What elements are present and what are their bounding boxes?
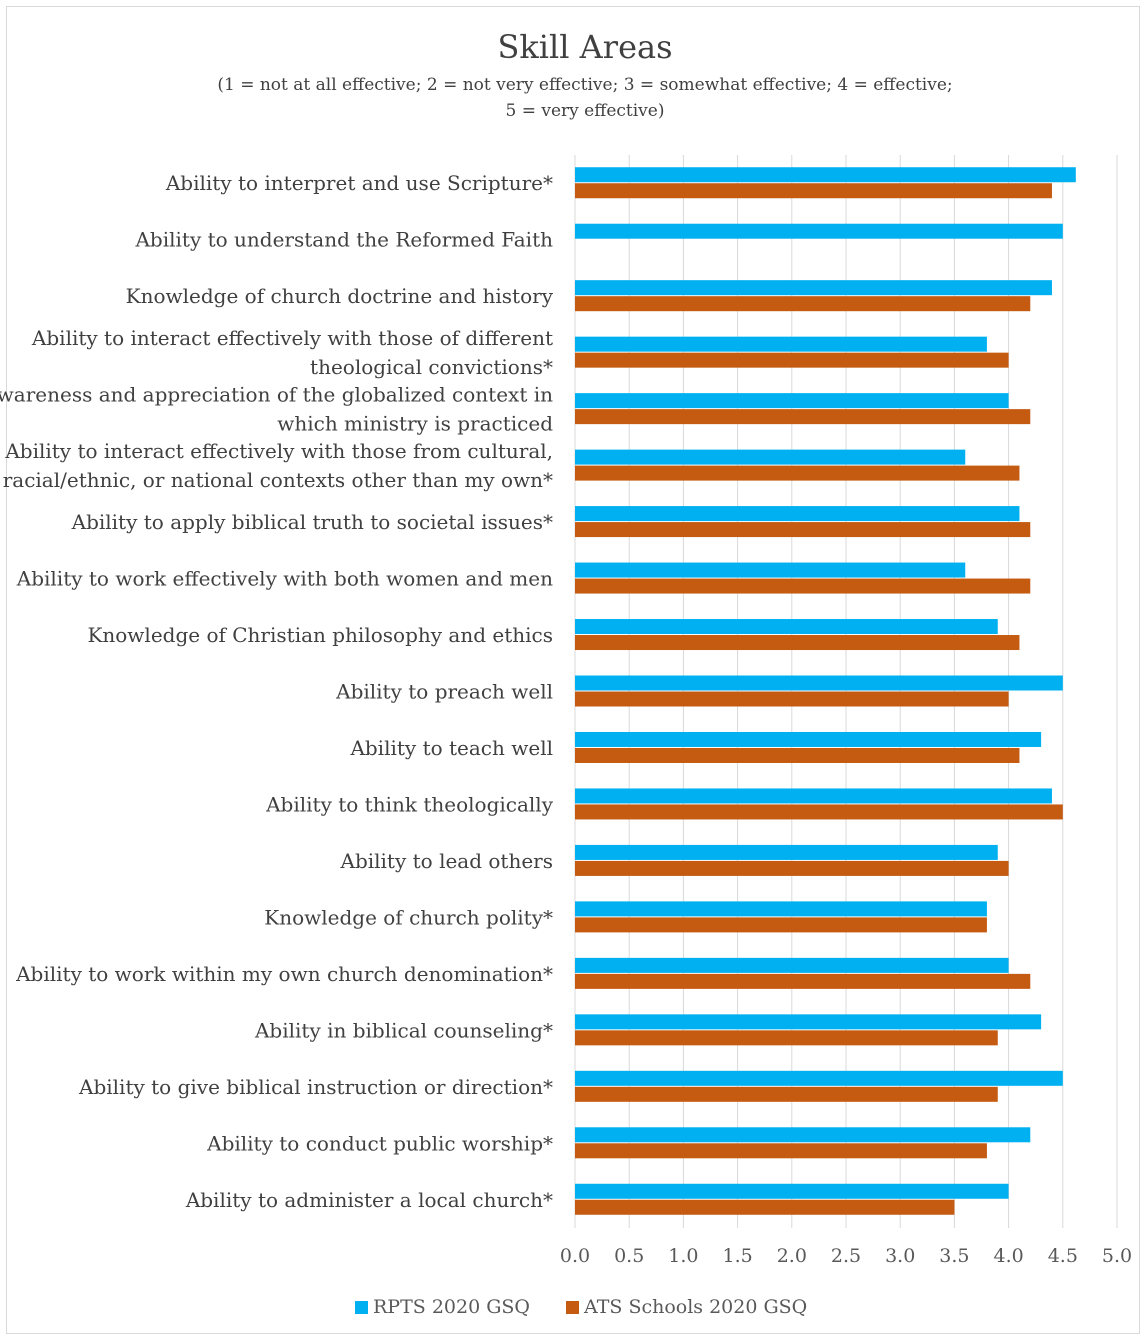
x-tick-label: 5.0 xyxy=(1102,1245,1132,1267)
legend-swatch-ats xyxy=(566,1300,580,1314)
bar-ats xyxy=(575,1143,987,1159)
bar-ats xyxy=(575,635,1020,651)
x-tick-label: 2.0 xyxy=(777,1245,807,1267)
legend-swatch-rpts xyxy=(355,1300,368,1314)
chart-subtitle-line-1: (1 = not at all effective; 2 = not very … xyxy=(217,75,953,95)
category-label: Ability to interpret and use Scripture* xyxy=(165,171,553,195)
chart-subtitle-line-2: 5 = very effective) xyxy=(505,101,665,121)
bar-rpts xyxy=(575,562,966,578)
bar-rpts xyxy=(575,449,966,465)
bar-chart: 0.0 0.5 1.0 1.5 2.0 2.5 3.0 3.5 4.0 4.5 5.0 Ability… xyxy=(0,155,1132,1267)
category-label: Knowledge of church doctrine and history xyxy=(126,284,554,308)
category-label: Ability to apply biblical truth to socie… xyxy=(71,510,553,534)
category-label: Ability to understand the Reformed Faith xyxy=(134,228,553,252)
bar-ats xyxy=(575,691,1009,707)
category-label: Ability to give biblical instruction or … xyxy=(78,1075,553,1099)
x-tick-label: 4.0 xyxy=(993,1245,1023,1267)
bar-ats xyxy=(575,1086,998,1102)
category-label: Knowledge of Christian philosophy and et… xyxy=(87,623,553,647)
legend-item-ats: ATS Schools 2020 GSQ xyxy=(566,1296,807,1318)
bar-rpts xyxy=(575,506,1020,522)
bar-ats xyxy=(575,409,1031,425)
bar-rpts xyxy=(575,844,998,860)
bar-ats xyxy=(575,183,1052,199)
x-tick-label: 0.0 xyxy=(560,1245,590,1267)
bar-ats xyxy=(575,973,1031,989)
x-tick-label: 0.5 xyxy=(614,1245,644,1267)
bar-rpts xyxy=(575,1014,1042,1030)
x-tick-label: 1.5 xyxy=(722,1245,752,1267)
bar-ats xyxy=(575,1199,955,1215)
legend-label-rpts: RPTS 2020 GSQ xyxy=(373,1296,530,1318)
category-label: theological convictions* xyxy=(310,355,553,379)
bar-rpts xyxy=(575,1070,1063,1086)
category-label: Awareness and appreciation of the global… xyxy=(0,383,553,407)
chart-title: Skill Areas xyxy=(497,28,673,66)
bar-rpts xyxy=(575,280,1052,296)
category-label: Ability to interact effectively with tho… xyxy=(4,439,553,463)
bar-ats xyxy=(575,1030,998,1046)
bar-rpts xyxy=(575,167,1076,183)
bar-rpts xyxy=(575,957,1009,973)
bar-ats xyxy=(575,578,1031,594)
chart-subtitle: (1 = not at all effective; 2 = not very … xyxy=(0,72,1147,124)
bar-rpts xyxy=(575,788,1052,804)
bar-rpts xyxy=(575,675,1063,691)
bar-ats xyxy=(575,804,1063,820)
x-tick-label: 3.5 xyxy=(939,1245,969,1267)
category-label: Ability to interact effectively with tho… xyxy=(31,326,553,350)
chart-frame xyxy=(6,6,1140,1334)
bar-ats xyxy=(575,352,1009,368)
legend-label-ats: ATS Schools 2020 GSQ xyxy=(584,1296,808,1318)
bar-ats xyxy=(575,917,987,933)
category-label: racial/ethnic, or national contexts othe… xyxy=(3,468,553,492)
category-label: Ability to work effectively with both wo… xyxy=(16,567,553,591)
category-label: Ability to preach well xyxy=(335,680,553,704)
x-tick-label: 1.0 xyxy=(668,1245,698,1267)
bar-rpts xyxy=(575,336,987,352)
legend-item-rpts: RPTS 2020 GSQ xyxy=(355,1296,530,1318)
bar-rpts xyxy=(575,731,1042,747)
category-label: Ability to work within my own church den… xyxy=(15,962,553,986)
bar-ats xyxy=(575,522,1031,538)
bar-ats xyxy=(575,747,1020,763)
category-label: Ability to think theologically xyxy=(265,792,554,816)
bar-rpts xyxy=(575,223,1063,239)
bar-rpts xyxy=(575,1127,1031,1143)
x-tick-label: 4.5 xyxy=(1048,1245,1078,1267)
bar-rpts xyxy=(575,619,998,635)
x-tick-label: 2.5 xyxy=(831,1245,861,1267)
category-label: Ability to administer a local church* xyxy=(185,1188,553,1212)
bar-rpts xyxy=(575,393,1009,409)
bar-ats xyxy=(575,465,1020,481)
bar-rpts xyxy=(575,901,987,917)
bar-ats xyxy=(575,296,1031,312)
bar-rpts xyxy=(575,1183,1009,1199)
x-tick-label: 3.0 xyxy=(885,1245,915,1267)
category-label: Ability to lead others xyxy=(340,849,554,873)
bar-ats xyxy=(575,860,1009,876)
category-label: Knowledge of church polity* xyxy=(264,905,553,929)
category-label: Ability to teach well xyxy=(349,736,553,760)
legend: RPTS 2020 GSQ ATS Schools 2020 GSQ xyxy=(355,1296,837,1319)
category-label: which ministry is practiced xyxy=(277,412,553,436)
category-label: Ability to conduct public worship* xyxy=(206,1131,553,1155)
category-label: Ability in biblical counseling* xyxy=(254,1018,553,1042)
